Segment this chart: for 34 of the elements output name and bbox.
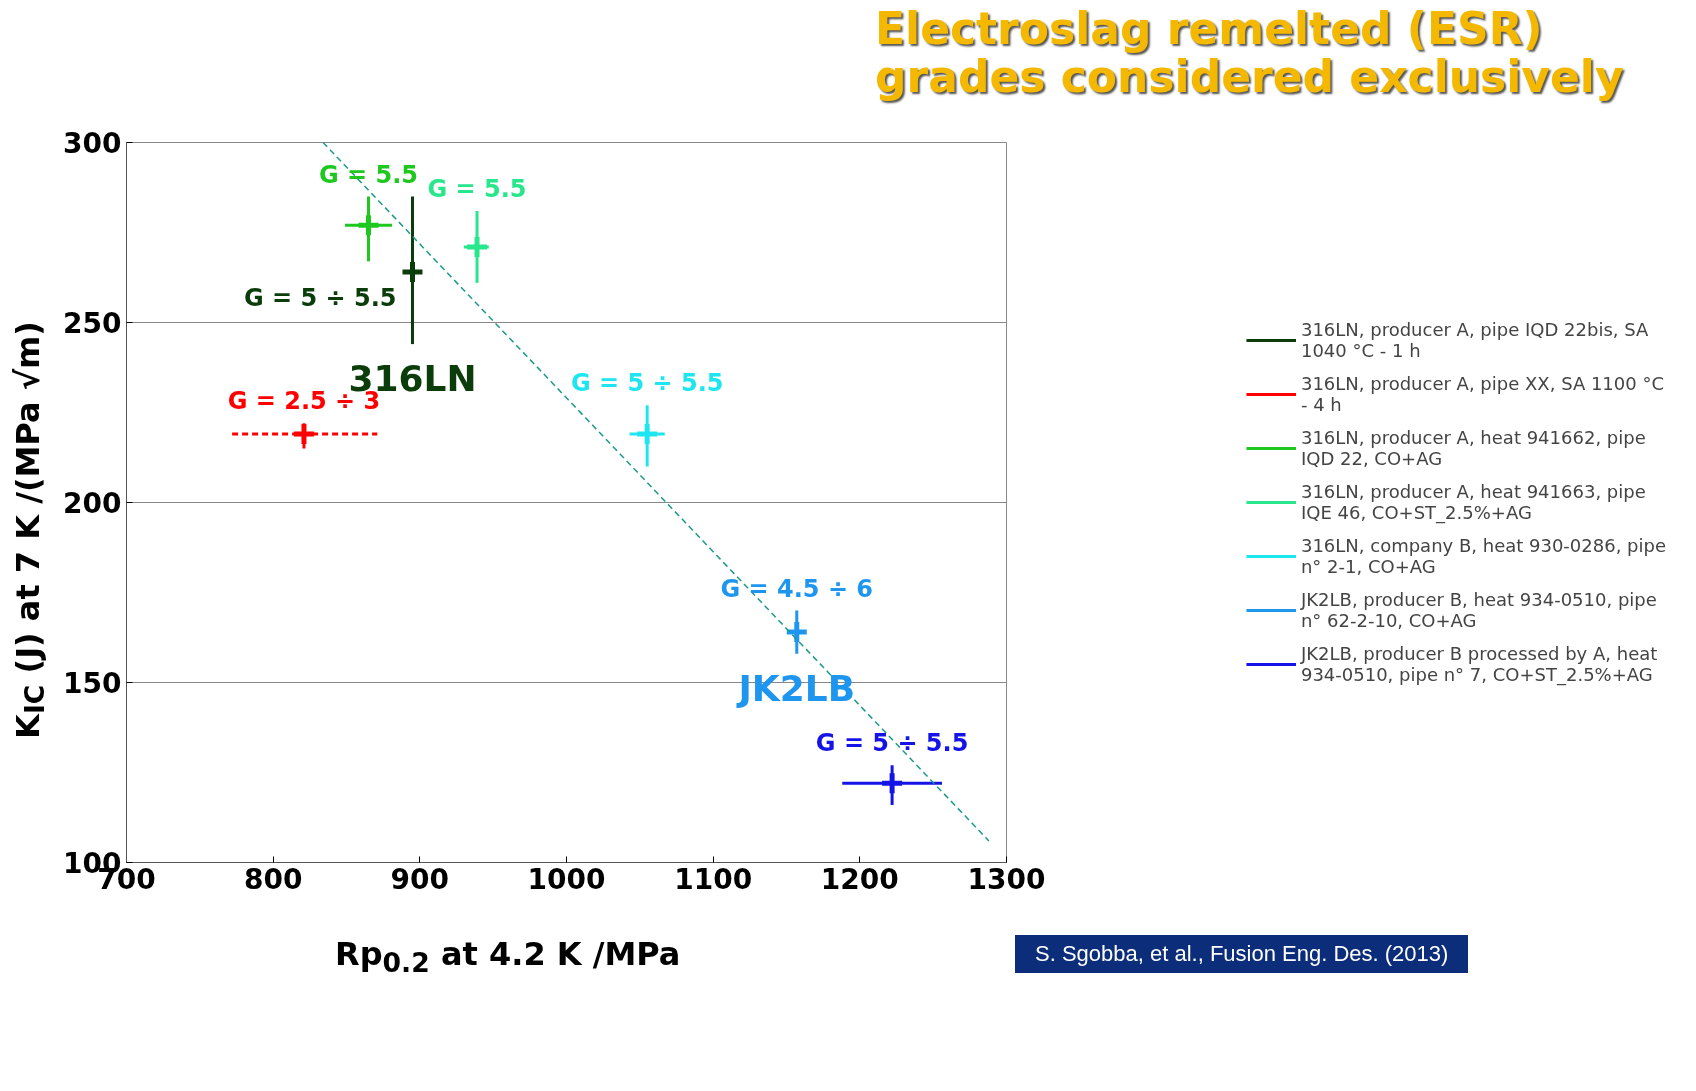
annotation: G = 4.5 ÷ 6: [720, 574, 874, 603]
annotation: G = 5 ÷ 5.5: [815, 729, 969, 758]
legend-label: 316LN, producer A, pipe XX, SA 1100 °C - 4 h: [1300, 372, 1665, 416]
x-tick-label: 800: [243, 862, 303, 896]
x-axis-title: Rp$_{0.2}$ at 4.2 K /MPa: [335, 935, 681, 979]
legend-label: 316LN, producer A, heat 941662, pipe IQD 22, CO+AG: [1300, 426, 1646, 470]
x-tick-label: 1100: [674, 862, 753, 896]
x-tick-label: 1300: [967, 862, 1046, 896]
text: S. Sgobba, et al., Fusion Eng. Des. (2013): [1015, 935, 1469, 973]
point: [634, 421, 660, 447]
point: [879, 770, 905, 796]
y-tick-label: 200: [63, 487, 122, 520]
annotation: JK2LB: [735, 667, 856, 709]
point: [291, 421, 317, 447]
annotation: G = 5 ÷ 5.5: [243, 284, 397, 313]
point: [464, 234, 490, 260]
point: [356, 212, 381, 238]
x-tick-label: 1000: [527, 862, 606, 896]
y-tick-label: 150: [63, 667, 122, 700]
legend-label: 316LN, producer A, heat 941663, pipe IQE 46, CO+ST_2.5%+AG: [1300, 480, 1646, 524]
legend-label: 316LN, company B, heat 930-0286, pipe n° 2-1, CO+AG: [1300, 534, 1667, 578]
y-tick-label: 300: [63, 127, 122, 160]
annotation: G = 5.5: [427, 174, 527, 203]
point: [400, 259, 425, 285]
legend-label: JK2LB, producer B processed by A, heat 934-0510, pipe n° 7, CO+ST_2.5%+AG: [1300, 642, 1658, 686]
x-tick-label: 900: [390, 862, 450, 896]
legend-label: 316LN, producer A, pipe IQD 22bis, SA 1040 °C - 1 h: [1300, 318, 1649, 362]
legend-label: JK2LB, producer B, heat 934-0510, pipe n° 62-2-10, CO+AG: [1300, 588, 1657, 632]
text: Electroslag remelted (ESR) grades considered exclusively: [875, 3, 1625, 103]
y-tick-label: 250: [63, 307, 122, 340]
x-tick-label: 1200: [820, 862, 899, 896]
point: [784, 619, 810, 645]
annotation: G = 5 ÷ 5.5: [570, 369, 724, 398]
annotation: G = 5.5: [318, 160, 419, 189]
